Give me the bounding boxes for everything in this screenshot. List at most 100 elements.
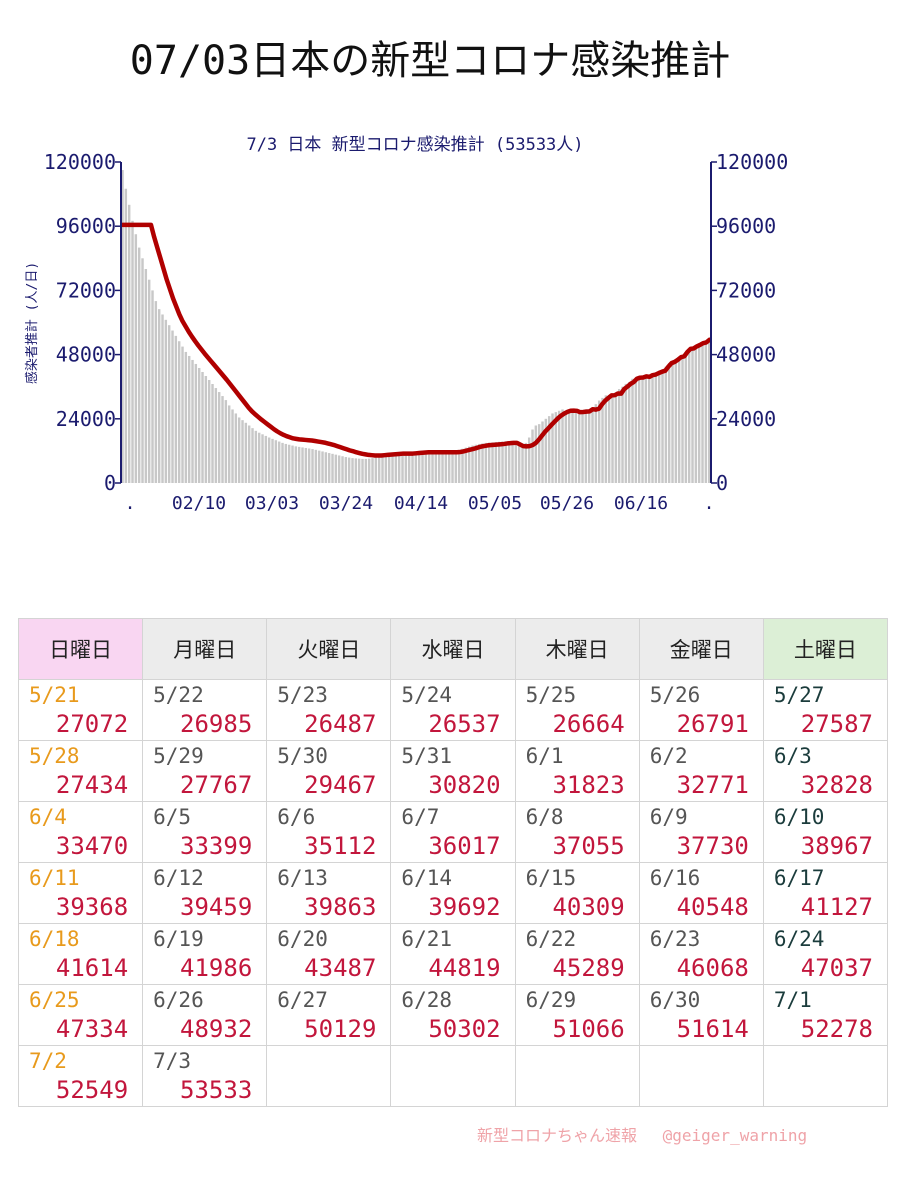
bar: [581, 411, 584, 483]
bar: [557, 410, 561, 483]
bar: [467, 446, 471, 483]
cell-value: 40309: [552, 893, 625, 921]
cell-value: 40548: [676, 893, 749, 921]
calendar-cell: 5/23 26487: [266, 679, 392, 741]
bar: [317, 450, 321, 483]
calendar-cell: 6/3 32828: [762, 740, 889, 802]
bar: [247, 425, 251, 483]
x-tick-label: 03/03: [245, 493, 299, 514]
y-tick-label: 96000: [716, 214, 776, 238]
plot-area: 0 0 24000 24000 48000 48000 72000 72000 96000 960…: [44, 150, 789, 514]
bar: [144, 269, 148, 483]
bar: [644, 376, 648, 483]
cell-date: 6/7: [401, 805, 440, 829]
cell-value: 51066: [552, 1015, 625, 1043]
bar: [497, 441, 501, 483]
bar: [217, 392, 221, 483]
cell-date: 7/3: [153, 1049, 192, 1073]
bar: [671, 361, 674, 483]
bar: [627, 382, 631, 483]
calendar-cell: [514, 1045, 640, 1107]
cell-value: 51614: [676, 1015, 749, 1043]
bar: [371, 458, 374, 483]
bar: [561, 409, 564, 483]
header-monday: 月曜日: [142, 618, 268, 680]
cell-date: 5/27: [773, 683, 825, 707]
bar: [554, 412, 558, 483]
calendar-cell: 6/14 39692: [390, 862, 516, 924]
calendar-row: 7/2 52549 7/3 53533: [17, 1045, 889, 1107]
bar: [294, 446, 298, 483]
cell-value: 45289: [552, 954, 625, 982]
bar: [547, 416, 551, 484]
bar: [584, 409, 588, 483]
cell-date: 6/22: [525, 927, 577, 951]
calendar-cell: 6/1 31823: [514, 740, 640, 802]
calendar-cell: 6/13 39863: [266, 862, 392, 924]
cell-value: 30820: [428, 771, 501, 799]
bar: [337, 455, 341, 483]
calendar-cell: [390, 1045, 516, 1107]
bar: [544, 418, 548, 483]
bar: [441, 453, 444, 483]
bar: [197, 367, 201, 483]
bar: [411, 454, 414, 483]
bar: [604, 395, 608, 483]
calendar-cell: 5/24 26537: [390, 679, 516, 741]
bar: [374, 457, 378, 483]
bar: [571, 412, 574, 483]
bar: [504, 441, 508, 483]
bar: [651, 374, 654, 483]
calendar-cell: 6/5 33399: [142, 801, 268, 863]
bar: [394, 455, 398, 483]
calendar-cell: 6/10 38967: [762, 801, 889, 863]
calendar-cell: 6/20 43487: [266, 923, 392, 985]
calendar-cell: 6/22 45289: [514, 923, 640, 985]
bar: [264, 435, 268, 483]
bar: [641, 376, 644, 483]
calendar-cell: 5/30 29467: [266, 740, 392, 802]
cell-value: 26487: [304, 710, 377, 738]
bar: [534, 425, 538, 483]
bar: [351, 458, 354, 483]
cell-date: 6/13: [277, 866, 328, 890]
bar: [501, 441, 504, 483]
bar: [354, 458, 358, 483]
bar: [161, 314, 164, 483]
calendar-cell: 6/28 50302: [390, 984, 516, 1046]
cell-date: 5/22: [153, 683, 204, 707]
bar: [307, 448, 311, 483]
y-tick-label: 24000: [56, 407, 116, 431]
bar: [511, 440, 514, 483]
cell-value: 27072: [55, 710, 129, 738]
cell-value: 32771: [676, 771, 749, 799]
bar: [647, 375, 651, 483]
bar: [637, 377, 641, 483]
bar: [251, 428, 254, 483]
y-tick-label: 48000: [716, 343, 776, 367]
bar: [587, 409, 591, 483]
bar: [141, 258, 144, 483]
calendar-cell: 7/1 52278: [762, 984, 889, 1046]
cell-value: 38967: [800, 832, 873, 860]
x-tick-label: 05/05: [468, 493, 522, 514]
bar: [631, 378, 634, 483]
cell-value: 32828: [800, 771, 873, 799]
bar: [477, 443, 481, 483]
bar: [527, 437, 531, 483]
bar: [227, 405, 231, 483]
bar: [397, 455, 401, 483]
bar: [174, 335, 178, 484]
bar: [431, 453, 434, 483]
bar: [541, 421, 544, 483]
bar: [204, 376, 208, 483]
cell-date: 5/25: [525, 683, 577, 707]
bar: [664, 366, 668, 483]
bar: [304, 447, 308, 483]
bar: [607, 395, 611, 483]
calendar-cell: 6/11 39368: [17, 862, 144, 924]
cell-date: 6/6: [277, 805, 316, 829]
calendar-cell: 6/16 40548: [638, 862, 764, 924]
bar: [127, 204, 131, 484]
